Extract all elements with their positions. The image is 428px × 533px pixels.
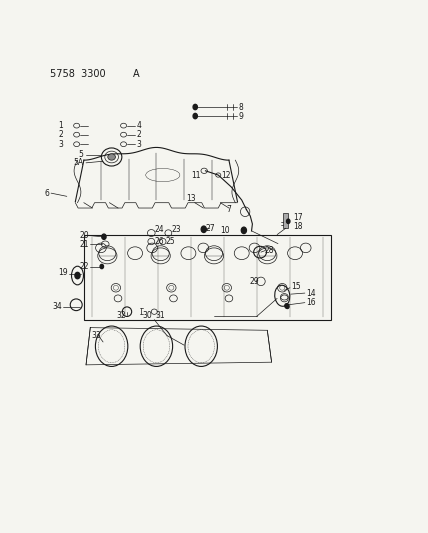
Text: 31: 31 xyxy=(155,311,165,320)
Text: 5A: 5A xyxy=(73,158,83,167)
Text: 32: 32 xyxy=(116,311,126,320)
Text: 3: 3 xyxy=(59,140,63,149)
Circle shape xyxy=(286,219,290,223)
Text: 14: 14 xyxy=(306,288,315,297)
Text: 9: 9 xyxy=(239,111,244,120)
Text: 11: 11 xyxy=(192,171,201,180)
Text: 30: 30 xyxy=(143,311,152,320)
Text: 22: 22 xyxy=(80,262,89,271)
Text: 12: 12 xyxy=(221,171,230,180)
Text: 13: 13 xyxy=(186,194,196,203)
Circle shape xyxy=(241,227,247,233)
Text: 19: 19 xyxy=(59,269,68,277)
Text: 1: 1 xyxy=(59,121,63,130)
Text: 33: 33 xyxy=(92,330,101,340)
Circle shape xyxy=(193,104,197,110)
Text: 18: 18 xyxy=(293,222,303,231)
Text: 4: 4 xyxy=(137,121,141,130)
Text: 20: 20 xyxy=(80,231,89,240)
Text: 3: 3 xyxy=(137,140,141,149)
Bar xyxy=(283,213,288,228)
Text: 27: 27 xyxy=(205,224,215,233)
Text: 7: 7 xyxy=(226,205,231,214)
Ellipse shape xyxy=(108,154,116,160)
Text: 16: 16 xyxy=(306,298,315,307)
Text: 5: 5 xyxy=(78,150,83,159)
Circle shape xyxy=(100,264,104,269)
Text: 29: 29 xyxy=(249,277,259,286)
Text: 5758  3300: 5758 3300 xyxy=(50,69,105,79)
Bar xyxy=(84,235,331,320)
Text: A: A xyxy=(133,69,140,79)
Circle shape xyxy=(75,272,80,279)
Circle shape xyxy=(201,226,206,232)
Text: 34: 34 xyxy=(52,302,62,311)
Text: 21: 21 xyxy=(80,240,89,249)
Circle shape xyxy=(193,114,197,119)
Text: 28: 28 xyxy=(265,246,274,255)
Text: 26: 26 xyxy=(155,237,164,246)
Circle shape xyxy=(102,234,106,239)
Circle shape xyxy=(285,304,289,309)
Text: 25: 25 xyxy=(166,237,175,246)
Text: 8: 8 xyxy=(239,102,244,111)
Text: 24: 24 xyxy=(154,225,164,234)
Circle shape xyxy=(285,304,288,308)
Text: 2: 2 xyxy=(59,130,63,139)
Text: 6: 6 xyxy=(45,189,50,198)
Text: 17: 17 xyxy=(293,213,303,222)
Text: 10: 10 xyxy=(220,226,229,235)
Text: 15: 15 xyxy=(291,282,300,291)
Text: 23: 23 xyxy=(171,225,181,234)
Text: 2: 2 xyxy=(137,130,141,139)
